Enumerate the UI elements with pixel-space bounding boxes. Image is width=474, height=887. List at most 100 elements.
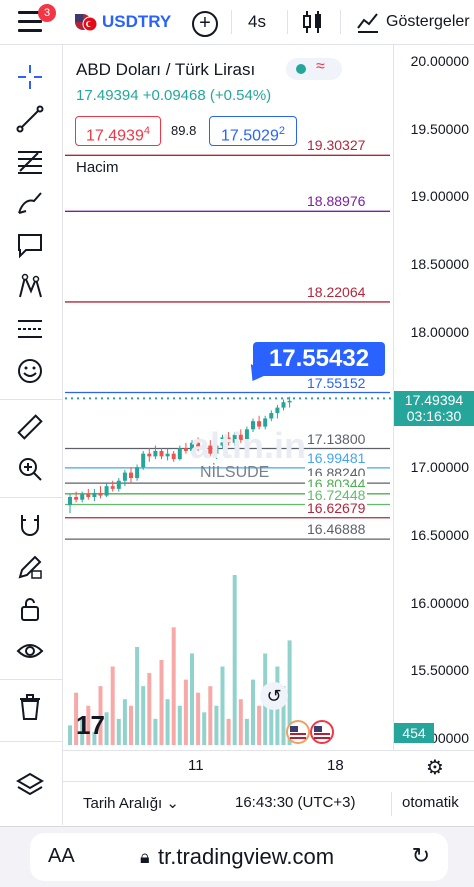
interval-button[interactable]: 4s bbox=[248, 12, 266, 31]
time-axis[interactable]: 11 18 bbox=[63, 750, 474, 781]
volume-bar bbox=[238, 699, 243, 745]
price-tick-label: 19.50000 bbox=[410, 120, 469, 137]
lock-icon: 🔒︎ bbox=[140, 847, 150, 867]
volume-bar bbox=[208, 686, 213, 745]
reset-chart-icon[interactable]: ↺ bbox=[260, 682, 288, 710]
url-text: tr.tradingview.com bbox=[158, 844, 335, 869]
candle-body bbox=[263, 418, 268, 427]
level-label: 16.46888 bbox=[305, 521, 368, 538]
divider bbox=[0, 497, 62, 498]
timezone-button[interactable]: 16:43:30 (UTC+3) bbox=[235, 794, 356, 811]
approx-icon: ≈ bbox=[316, 58, 325, 75]
price-tick-label: 18.50000 bbox=[410, 256, 469, 273]
price-tick-label: 18.00000 bbox=[410, 323, 469, 340]
magnet-icon[interactable] bbox=[16, 511, 44, 539]
brush-icon[interactable] bbox=[16, 189, 44, 217]
volume-bar bbox=[196, 692, 201, 745]
lock-drawing-pencil-icon[interactable] bbox=[16, 553, 44, 581]
candle-body bbox=[202, 445, 207, 449]
candle-body bbox=[68, 496, 72, 506]
sell-button[interactable]: 17.49394 bbox=[75, 116, 161, 146]
emoji-icon[interactable] bbox=[16, 357, 44, 385]
volume-bar bbox=[110, 666, 115, 745]
fib-retracement-icon[interactable] bbox=[16, 147, 44, 175]
address-bar[interactable]: AA 🔒︎ tr.tradingview.com ↻ bbox=[30, 833, 448, 881]
volume-bar bbox=[165, 699, 170, 745]
status-toggle[interactable]: ≈ bbox=[286, 58, 342, 80]
chart-pane[interactable] bbox=[63, 45, 393, 750]
volume-bar bbox=[135, 646, 140, 745]
buy-button[interactable]: 17.50292 bbox=[209, 116, 297, 146]
volume-bar bbox=[281, 686, 286, 745]
eye-icon[interactable] bbox=[16, 637, 44, 665]
date-range-button[interactable]: Tarih Aralığı ⌄ bbox=[83, 795, 179, 812]
volume-bar bbox=[232, 575, 237, 745]
candle-body bbox=[238, 434, 243, 441]
candle-body bbox=[177, 448, 182, 460]
unlock-icon[interactable] bbox=[16, 595, 44, 623]
candle-body bbox=[257, 421, 262, 427]
browser-bar: AA 🔒︎ tr.tradingview.com ↻ bbox=[0, 826, 474, 887]
event-flags-icon[interactable] bbox=[284, 720, 344, 744]
forecast-icon[interactable] bbox=[16, 315, 44, 343]
trash-icon[interactable] bbox=[16, 693, 44, 721]
volume-label: Hacim bbox=[76, 159, 119, 176]
indicators-button[interactable]: Göstergeler bbox=[386, 13, 470, 30]
candle-body bbox=[208, 445, 213, 454]
watermark: altin.in bbox=[190, 425, 306, 466]
candle-body bbox=[244, 429, 249, 441]
volume-bar bbox=[116, 718, 121, 745]
candle-body bbox=[226, 437, 231, 443]
level-label: 18.88976 bbox=[305, 193, 368, 210]
layers-icon[interactable] bbox=[16, 771, 44, 799]
time-label: 18 bbox=[327, 757, 344, 774]
price-label-tag[interactable]: 17.55432 bbox=[253, 342, 385, 376]
level-label: 17.55152 bbox=[305, 374, 368, 391]
volume-bar bbox=[220, 666, 225, 745]
volume-value-label: 454 bbox=[394, 723, 434, 743]
candle-body bbox=[141, 453, 146, 468]
menu-icon[interactable] bbox=[18, 11, 42, 33]
zoom-in-icon[interactable] bbox=[16, 455, 44, 483]
drawing-toolbar bbox=[0, 45, 63, 825]
pattern-icon[interactable] bbox=[16, 273, 44, 301]
reload-icon[interactable]: ↻ bbox=[411, 843, 430, 868]
overlay-text: NİLSUDE bbox=[200, 464, 270, 481]
price-tick-label: 16.50000 bbox=[410, 526, 469, 543]
text-size-button[interactable]: AA bbox=[48, 845, 75, 867]
symbol-name[interactable]: USDTRY bbox=[102, 12, 172, 31]
symbol-title: ABD Doları / Türk Lirası bbox=[76, 60, 256, 79]
crosshair-icon[interactable] bbox=[16, 63, 44, 91]
candle-body bbox=[110, 486, 115, 489]
candle-body bbox=[116, 480, 121, 489]
candle-body bbox=[171, 453, 176, 460]
chart-type-icon[interactable] bbox=[302, 10, 324, 34]
chevron-down-icon: ⌄ bbox=[166, 795, 179, 812]
level-label: 19.30327 bbox=[305, 137, 368, 154]
divider bbox=[0, 399, 62, 400]
divider bbox=[231, 10, 232, 34]
time-label: 11 bbox=[188, 757, 204, 774]
price-tick-label: 15.50000 bbox=[410, 662, 469, 679]
price-tick-label: 17.00000 bbox=[410, 459, 469, 476]
candle-body bbox=[287, 400, 292, 403]
candle-body bbox=[153, 450, 158, 457]
market-open-icon bbox=[296, 64, 306, 74]
candle-body bbox=[74, 496, 79, 500]
text-callout-icon[interactable] bbox=[16, 231, 44, 259]
ruler-icon[interactable] bbox=[16, 413, 44, 441]
volume-bar bbox=[244, 718, 249, 745]
tradingview-logo: 17 bbox=[76, 710, 105, 740]
candle-body bbox=[98, 492, 103, 496]
volume-bar bbox=[183, 679, 188, 745]
divider bbox=[340, 10, 341, 34]
add-symbol-button[interactable]: + bbox=[192, 11, 218, 37]
settings-gear-icon[interactable]: ⚙ bbox=[426, 757, 444, 779]
divider bbox=[287, 10, 288, 34]
candle-body bbox=[232, 434, 237, 443]
scale-auto-button[interactable]: otomatik bbox=[402, 794, 459, 811]
level-label: 16.99481 bbox=[305, 449, 368, 466]
indicators-icon[interactable] bbox=[356, 10, 380, 34]
trend-line-icon[interactable] bbox=[16, 105, 44, 133]
volume-bar bbox=[80, 718, 85, 745]
